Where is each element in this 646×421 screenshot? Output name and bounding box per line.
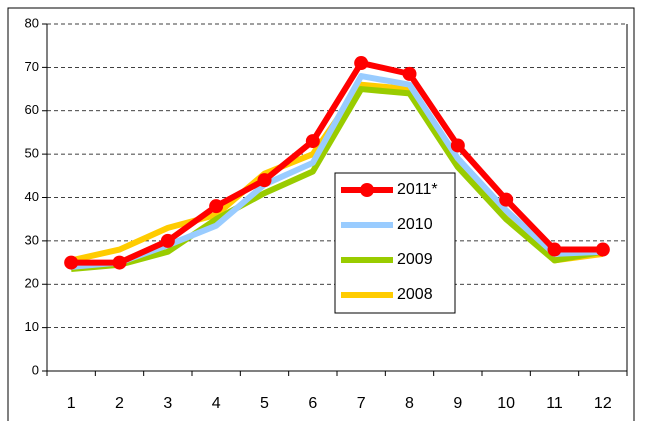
y-tick-label: 30: [25, 232, 39, 247]
y-tick-label: 40: [25, 189, 39, 204]
y-tick-label: 20: [25, 276, 39, 291]
y-tick-label: 70: [25, 59, 39, 74]
series-marker: [257, 173, 272, 188]
x-tick-label: 6: [308, 395, 317, 412]
series-marker: [450, 138, 465, 153]
series-marker: [305, 134, 320, 149]
series-marker: [209, 199, 224, 214]
series-line: [70, 73, 603, 270]
x-tick-label: 12: [594, 395, 612, 412]
series-marker: [354, 56, 369, 71]
x-tick-label: 10: [497, 395, 515, 412]
chart-frame: [7, 7, 635, 421]
series-line: [70, 86, 604, 273]
legend-label: 2009: [397, 251, 433, 268]
series-marker: [547, 242, 562, 257]
series-marker: [595, 242, 610, 257]
x-tick-label: 4: [212, 395, 221, 412]
y-tick-label: 50: [25, 146, 39, 161]
x-tick-label: 8: [405, 395, 414, 412]
x-tick-label: 9: [453, 395, 462, 412]
x-tick-label: 2: [115, 395, 124, 412]
series-line: [71, 60, 603, 266]
legend-label: 2011*: [397, 181, 438, 198]
legend-label: 2010: [397, 216, 433, 233]
series-marker: [112, 255, 127, 270]
y-tick-label: 10: [25, 319, 39, 334]
legend-marker: [360, 183, 374, 197]
legend-label: 2008: [397, 286, 433, 303]
y-tick-label: 80: [25, 15, 39, 30]
series-marker: [64, 255, 79, 270]
x-tick-label: 7: [357, 395, 366, 412]
series-marker: [499, 192, 514, 207]
series-marker: [402, 66, 417, 81]
y-tick-label: 0: [32, 362, 39, 377]
legend-box: [334, 172, 456, 314]
x-tick-label: 5: [260, 395, 269, 412]
x-tick-label: 3: [163, 395, 172, 412]
x-tick-label: 1: [67, 395, 76, 412]
x-tick-label: 11: [546, 395, 563, 412]
series-marker: [160, 233, 175, 248]
y-tick-label: 60: [25, 102, 39, 117]
